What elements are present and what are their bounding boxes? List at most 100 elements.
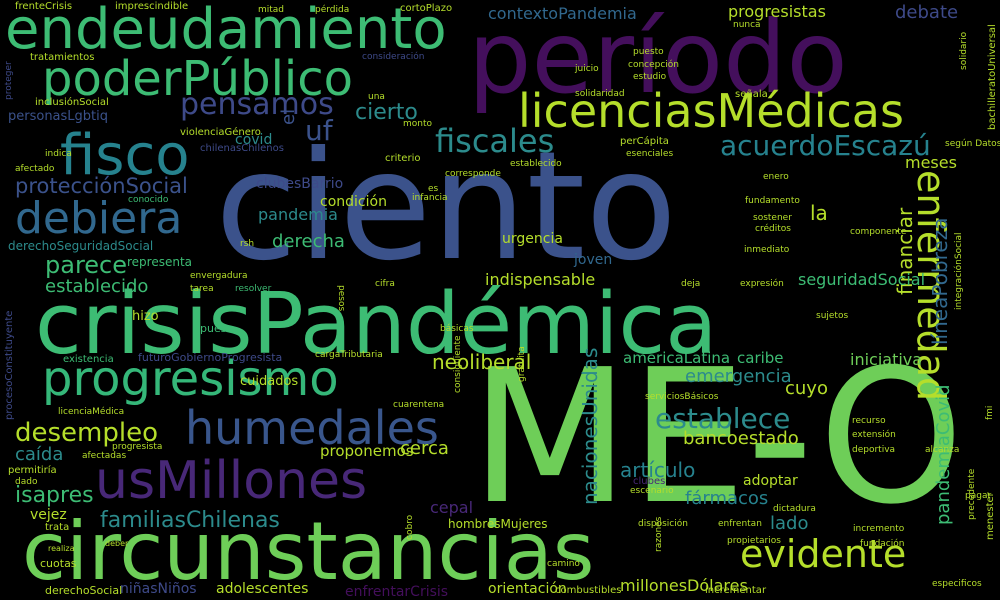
word-cloud-word: proteger [4,61,14,100]
word-cloud-word: establecido [510,159,562,169]
word-cloud-word: familiasChilenas [100,508,280,533]
word-cloud-word: niñasNiños [120,581,197,597]
word-cloud-word: deber [105,539,129,548]
word-cloud-word: bachilleratoUniversal [987,24,998,130]
word-cloud-word: progresistas [728,2,826,21]
word-cloud-word: debate [895,2,959,23]
word-cloud-word: urgencia [502,231,563,247]
word-cloud-word: imprescindible [115,1,189,12]
word-cloud-word: componente [850,227,907,237]
word-cloud-word: derechoSocial [45,584,123,597]
word-cloud-word: iniciativa [850,350,923,369]
word-cloud-word: fmi [985,405,995,420]
word-cloud-word: permitiría [8,465,57,476]
word-cloud-word: derechoSeguridadSocial [8,239,154,253]
word-cloud-word: consiguiente [453,335,463,393]
word-cloud-word: meses [905,153,957,172]
word-cloud-word: humedales [185,401,439,455]
word-cloud-word: licenciasMédicas [518,84,904,138]
word-cloud-word: condición [320,194,387,210]
word-cloud-word: personasLgbtiq [8,109,109,124]
word-cloud-word: cortoPlazo [400,3,453,14]
word-cloud-word: realiza [48,544,75,553]
word-cloud-word: progresista [112,442,163,452]
word-cloud-word: lado [770,513,809,534]
word-cloud-word: solidaridad [575,89,625,99]
word-cloud-word: monto [403,119,433,129]
word-cloud-word: básicas [440,324,474,334]
word-cloud-word: artículo [620,458,696,482]
word-cloud-word: desempleo [15,418,158,448]
word-cloud-word: rsh [240,239,255,249]
word-cloud-word: puesto [633,47,664,57]
word-cloud-word: incrementar [705,585,767,596]
word-cloud-word: enfrentarCrisis [345,584,449,600]
word-cloud-word: perCápita [620,136,669,147]
word-cloud-word: caribe [737,349,784,367]
word-cloud-word: acuerdoEscazú [720,129,931,162]
word-cloud-word: líneaPobreza [928,217,952,345]
word-cloud-word: cargaTributaria [315,350,383,360]
word-cloud-word: camino [547,559,580,569]
word-cloud-word: gratuita [517,346,527,382]
word-cloud-word: propietarios [727,536,781,546]
word-cloud-word: violenciaGénero [180,127,261,138]
word-cloud-word: sujetos [816,311,849,321]
word-cloud-word: es [428,184,439,194]
word-cloud-word: debiera [15,193,183,244]
word-cloud-word: establecido [45,276,149,297]
word-cloud-word: cuyo [785,378,828,399]
word-cloud-word: serviciosBásicos [645,392,719,402]
word-cloud-word: vejez [30,507,67,523]
word-cloud-word: enero [763,172,789,182]
word-cloud-word: pensamos [180,87,334,122]
word-cloud-word: representa [127,255,193,269]
word-cloud-word: señala [735,89,768,100]
word-cloud-word: deja [681,279,701,289]
word-cloud-word: escenario [630,486,674,496]
word-cloud-word: tratamientos [30,52,95,63]
word-cloud-word: cuidados [240,374,299,389]
word-cloud-word: clubesBarrio [256,176,344,192]
word-cloud-word: pues [200,322,227,335]
word-cloud-word: orientación [488,581,567,597]
word-cloud-word: cuotas [40,557,77,570]
word-cloud-word: millonesDólares [620,576,748,595]
word-cloud-word: criterio [385,153,421,164]
word-cloud-word: consideración [362,52,425,62]
word-cloud-word: adoptar [743,473,798,489]
word-cloud-word: infancia [412,193,448,203]
word-cloud-word: isapres [15,483,94,508]
word-cloud-word: seguridadSocial [798,270,926,289]
word-cloud-word: licenciaMédica [58,407,125,417]
word-cloud-word: fundamento [745,196,800,206]
word-cloud-word: pérdida [315,5,350,15]
word-cloud-word: nacionesUnidas [578,347,602,505]
word-cloud-word: la [810,201,828,225]
word-cloud-word: créditos [755,224,791,234]
word-cloud-word: conocido [128,195,169,205]
word-cloud-word: adolescentes [216,581,309,597]
word-cloud-word: inclusiónSocial [35,97,109,108]
word-cloud-word: afectadas [82,451,127,461]
word-cloud-word: fundación [860,539,905,549]
word-cloud-word: protecciónSocial [15,174,188,198]
word-cloud-word: usMillones [95,451,368,511]
word-cloud-word: menester [985,492,996,540]
word-cloud-word: recurso [852,416,886,426]
word-cloud-word: juicio [575,64,599,74]
word-cloud-word: alcanza [925,445,960,455]
word-cloud-word: indica [45,149,72,159]
word-cloud-word: incremento [853,524,905,534]
word-cloud-word: joven [574,252,613,268]
word-cloud-word: nunca [733,20,761,30]
word-cloud-word: hizo [132,309,159,324]
word-cloud-word: integraciónSocial [954,232,964,310]
word-cloud-word: hombresMujeres [448,517,548,531]
word-cloud-word: derecha [272,231,345,252]
word-cloud-word: deportiva [852,445,896,455]
word-cloud-word: combustibles [555,585,622,596]
word-cloud-word: pandemia [258,205,338,224]
word-cloud-word: corresponde [445,169,501,179]
